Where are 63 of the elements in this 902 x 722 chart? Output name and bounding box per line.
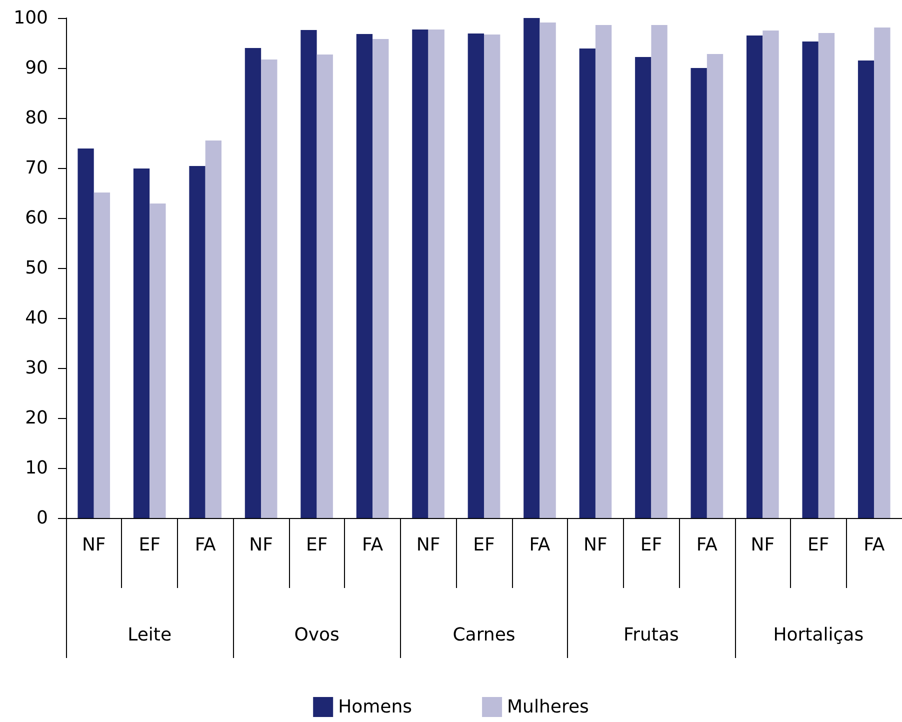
- bar: [635, 57, 652, 518]
- bar: [133, 168, 150, 518]
- bar: [524, 18, 540, 518]
- bar: [540, 22, 556, 518]
- x-tick-label: NF: [416, 534, 440, 556]
- bar: [412, 30, 428, 518]
- text: Hortaliças: [773, 624, 864, 646]
- y-tick-label: 40: [25, 308, 48, 328]
- text: Carnes: [452, 624, 516, 646]
- x-tick-label: NF: [750, 534, 775, 556]
- text: Ovos: [294, 624, 340, 646]
- x-tick-label: FA: [362, 534, 384, 556]
- bar: [316, 54, 333, 518]
- bar: [802, 42, 818, 518]
- y-tick-label: 0: [36, 508, 48, 528]
- bar: [579, 48, 596, 518]
- bar: [468, 34, 484, 518]
- y-tick-label: 100: [14, 8, 48, 28]
- bar: [372, 39, 389, 518]
- bar: [874, 28, 890, 518]
- x-tick-label: EF: [473, 534, 495, 556]
- y-tick-label: 30: [25, 358, 48, 378]
- x-tick-label: EF: [808, 534, 830, 556]
- bar: [428, 30, 444, 518]
- bar: [78, 148, 94, 518]
- bar: [858, 60, 874, 518]
- bar: [205, 140, 222, 518]
- text: Leite: [128, 624, 172, 646]
- y-tick-label: 90: [25, 58, 48, 78]
- bar: [690, 68, 707, 518]
- x-tick-label: NF: [584, 534, 608, 556]
- bar: [762, 30, 779, 518]
- bar: [189, 166, 206, 518]
- bar: [244, 48, 262, 518]
- x-tick-label: NF: [249, 534, 273, 556]
- y-tick-label: 70: [25, 158, 48, 178]
- bar: [150, 204, 166, 518]
- x-tick-label: FA: [864, 534, 886, 556]
- x-tick-label: FA: [194, 534, 217, 556]
- y-tick-label: 20: [25, 408, 48, 428]
- bar: [300, 30, 317, 518]
- y-tick-label: 80: [25, 108, 48, 128]
- bar: [706, 54, 724, 518]
- legend-label: Mulheres: [507, 696, 589, 718]
- legend-label: Homens: [338, 696, 412, 718]
- text: Frutas: [624, 624, 679, 646]
- bar: [356, 34, 373, 518]
- bar: [818, 33, 835, 518]
- x-tick-label: EF: [306, 534, 328, 556]
- x-tick-label: EF: [138, 534, 160, 556]
- bar: [94, 192, 110, 518]
- y-tick-label: 50: [25, 258, 48, 278]
- y-tick-label: 10: [25, 458, 48, 478]
- bar: [746, 36, 763, 518]
- bar: [261, 60, 278, 518]
- bar: [484, 34, 500, 518]
- y-tick-label: 60: [25, 208, 48, 228]
- x-tick-label: FA: [529, 534, 551, 556]
- bar: [595, 25, 612, 518]
- x-tick-label: NF: [82, 534, 106, 556]
- x-tick-label: FA: [696, 534, 718, 556]
- bar: [651, 25, 668, 518]
- x-tick-label: EF: [640, 534, 662, 556]
